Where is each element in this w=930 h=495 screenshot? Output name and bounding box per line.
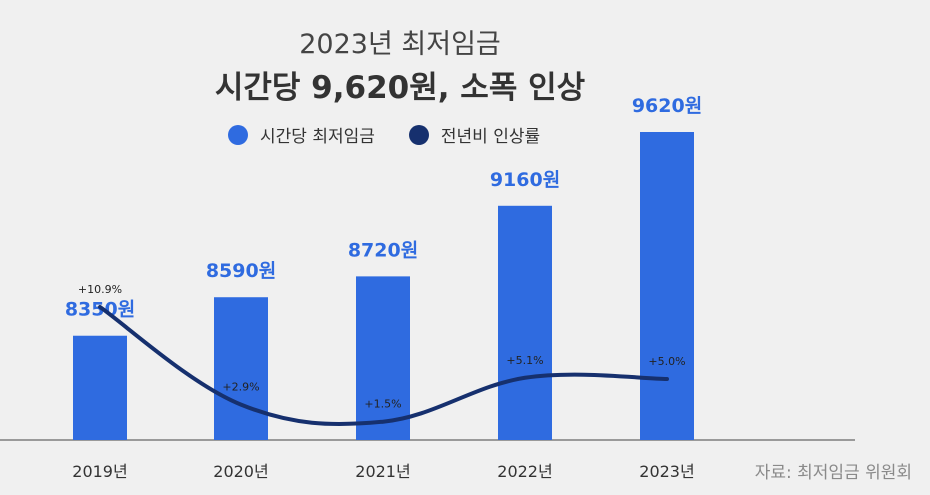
legend-line-label: 전년비 인상률 bbox=[440, 127, 541, 147]
legend-bar-label: 시간당 최저임금 bbox=[260, 127, 375, 147]
legend-bar-marker bbox=[228, 124, 248, 145]
bar-value-label: 9160원 bbox=[490, 169, 560, 191]
bar-value-label: 8590원 bbox=[206, 260, 276, 282]
x-tick-label: 2022년 bbox=[497, 462, 552, 481]
bar-value-label: 8720원 bbox=[348, 239, 418, 261]
line-value-label: +5.1% bbox=[506, 354, 543, 367]
x-tick-label: 2019년 bbox=[72, 462, 127, 481]
line-value-label: +2.9% bbox=[222, 381, 259, 394]
x-tick-label: 2020년 bbox=[213, 462, 268, 481]
x-tick-label: 2021년 bbox=[355, 462, 410, 481]
legend: 시간당 최저임금 전년비 인상률 bbox=[228, 122, 574, 147]
line-series-rate bbox=[98, 305, 669, 427]
bar-2019년 bbox=[73, 335, 127, 440]
chart-subtitle: 시간당 9,620원, 소폭 인상 bbox=[214, 70, 586, 106]
legend-line-marker bbox=[408, 124, 429, 145]
bar-2022년 bbox=[498, 205, 552, 440]
bar-2023년 bbox=[640, 132, 694, 440]
line-value-label: +5.0% bbox=[648, 355, 685, 368]
line-value-label: +1.5% bbox=[364, 398, 401, 411]
chart-title: 2023년 최저임금 bbox=[299, 29, 501, 60]
x-tick-label: 2023년 bbox=[639, 462, 694, 481]
legend-item-bar: 시간당 최저임금 bbox=[228, 122, 375, 147]
legend-item-line: 전년비 인상률 bbox=[408, 122, 541, 147]
source-note: 자료: 최저임금 위원회 bbox=[754, 463, 912, 483]
bar-value-label: 9620원 bbox=[632, 95, 702, 117]
bar-2021년 bbox=[356, 276, 410, 440]
line-value-label: +10.9% bbox=[78, 283, 122, 296]
bar-value-label: 8350원 bbox=[65, 299, 135, 321]
bar-2020년 bbox=[214, 297, 268, 440]
